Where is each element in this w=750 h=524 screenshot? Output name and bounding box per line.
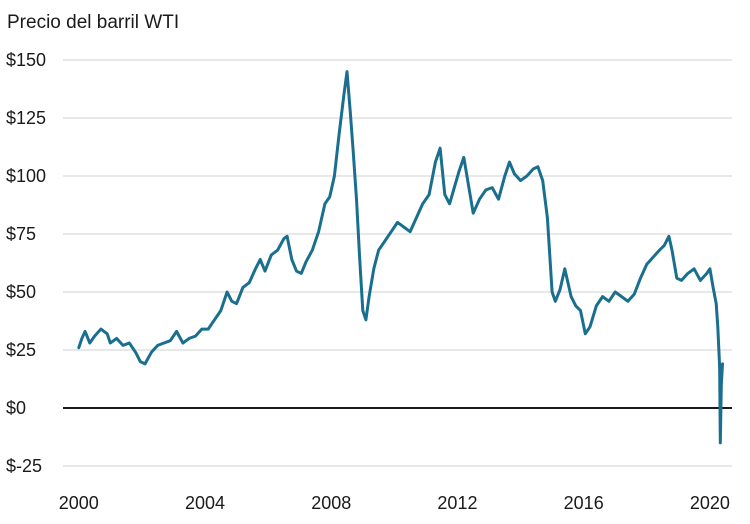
y-axis-tick-labels: $-25 $0 $25 $50 $75 $100 $125 $150 — [6, 50, 46, 476]
y-tick-label: $150 — [6, 50, 46, 70]
x-axis-tick-labels: 2000 2004 2008 2012 2016 2020 — [59, 493, 730, 513]
x-tick-label: 2016 — [564, 493, 604, 513]
y-tick-label: $25 — [6, 340, 36, 360]
series-line-wti-price — [77, 70, 724, 445]
chart-title: Precio del barril WTI — [7, 12, 179, 33]
x-tick-label: 2004 — [185, 493, 225, 513]
y-tick-label: $75 — [6, 224, 36, 244]
y-tick-label: $-25 — [6, 456, 42, 476]
y-tick-label: $100 — [6, 166, 46, 186]
y-tick-label: $0 — [6, 398, 26, 418]
x-tick-label: 2008 — [311, 493, 351, 513]
series-group — [77, 70, 724, 445]
y-tick-label: $50 — [6, 282, 36, 302]
x-tick-label: 2000 — [59, 493, 99, 513]
grid-lines — [63, 59, 732, 467]
y-tick-label: $125 — [6, 108, 46, 128]
x-tick-label: 2012 — [437, 493, 477, 513]
x-tick-label: 2020 — [690, 493, 730, 513]
